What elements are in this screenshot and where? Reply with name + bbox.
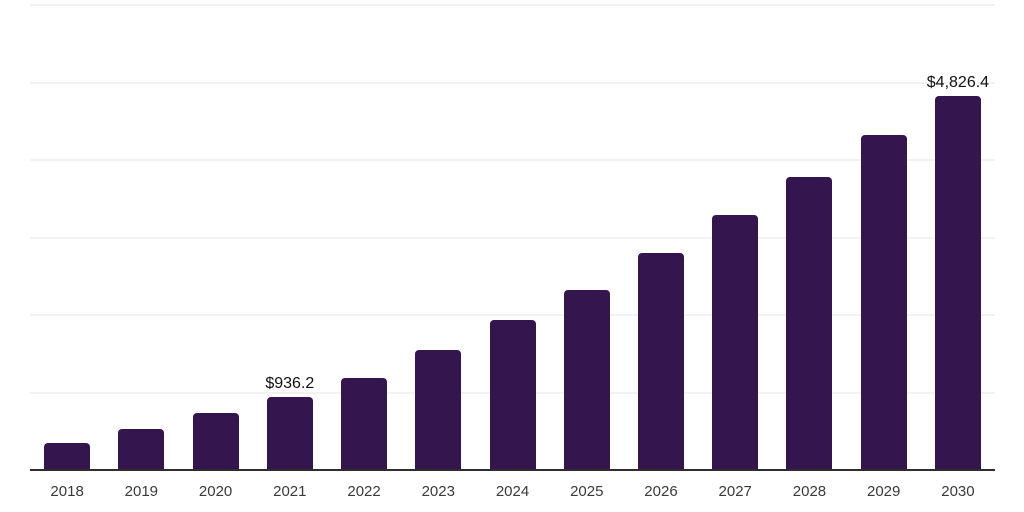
bar-2029	[860, 134, 907, 470]
bar-wrap-2018	[44, 443, 91, 470]
bar-slot-2026	[624, 5, 698, 470]
x-tick-label-2027: 2027	[718, 483, 752, 500]
gridline-6000	[30, 4, 995, 6]
x-tick-label-2030: 2030	[941, 483, 975, 500]
bar-slot-2027	[698, 5, 772, 470]
x-tick-label-2023: 2023	[421, 483, 455, 500]
gridline-3000	[30, 236, 995, 239]
bar-wrap-2019	[118, 429, 165, 470]
bar-wrap-2023	[415, 350, 462, 470]
bar-wrap-2026	[637, 253, 684, 470]
x-axis-line	[30, 469, 995, 471]
bar-2018	[44, 443, 91, 470]
x-tick-label-2026: 2026	[644, 483, 678, 500]
bar-slot-2030: $4,826.4	[921, 5, 995, 470]
bar-2022	[341, 378, 388, 470]
bar-slot-2020	[178, 5, 252, 470]
bar-2020	[192, 413, 239, 470]
bar-wrap-2028	[786, 176, 833, 470]
bar-wrap-2021: $936.2	[265, 375, 314, 470]
x-tick-label-2018: 2018	[50, 483, 84, 500]
gridline-5000	[30, 81, 995, 84]
bar-wrap-2030: $4,826.4	[927, 74, 989, 470]
bar-2028	[786, 176, 833, 470]
gridline-4000	[30, 159, 995, 161]
bar-slot-2023	[401, 5, 475, 470]
bar-2030	[934, 95, 981, 470]
gridline-2000	[30, 314, 995, 316]
bar-slot-2019	[104, 5, 178, 470]
bar-wrap-2022	[341, 378, 388, 470]
x-tick-label-2025: 2025	[570, 483, 604, 500]
bars-container: $936.2 $4,826.4	[30, 5, 995, 470]
bar-slot-2025	[550, 5, 624, 470]
bar-value-label-2021: $936.2	[265, 375, 315, 393]
x-tick-label-2020: 2020	[198, 483, 233, 500]
bar-2019	[118, 429, 165, 470]
bar-slot-2028	[772, 5, 846, 470]
bar-2024	[489, 320, 536, 470]
x-tick-label-2021: 2021	[273, 483, 307, 500]
x-tick-label-2024: 2024	[495, 483, 530, 500]
bar-wrap-2024	[489, 320, 536, 470]
bar-2026	[637, 253, 684, 470]
bar-2027	[712, 215, 759, 470]
bar-wrap-2027	[712, 215, 759, 470]
bar-slot-2018	[30, 5, 104, 470]
bar-value-label-2030: $4,826.4	[926, 73, 990, 91]
bar-slot-2024	[475, 5, 549, 470]
bar-wrap-2020	[192, 413, 239, 470]
x-tick-label-2022: 2022	[347, 483, 381, 500]
bar-wrap-2025	[563, 290, 610, 470]
bar-slot-2029	[847, 5, 921, 470]
bar-wrap-2029	[860, 134, 907, 470]
bar-2025	[563, 290, 610, 470]
bar-slot-2022	[327, 5, 401, 470]
x-tick-label-2029: 2029	[867, 483, 901, 500]
bar-slot-2021: $936.2	[253, 5, 327, 470]
x-axis-labels: 2018 2019 2020 2021 2022 2023 2024 2025 2026 2027…	[30, 482, 995, 502]
plot-area: $936.2 $4,826.4	[30, 4, 995, 470]
bar-2023	[415, 350, 462, 470]
x-tick-label-2028: 2028	[792, 483, 827, 500]
x-tick-label-2019: 2019	[124, 483, 159, 500]
bar-2021	[266, 397, 313, 470]
